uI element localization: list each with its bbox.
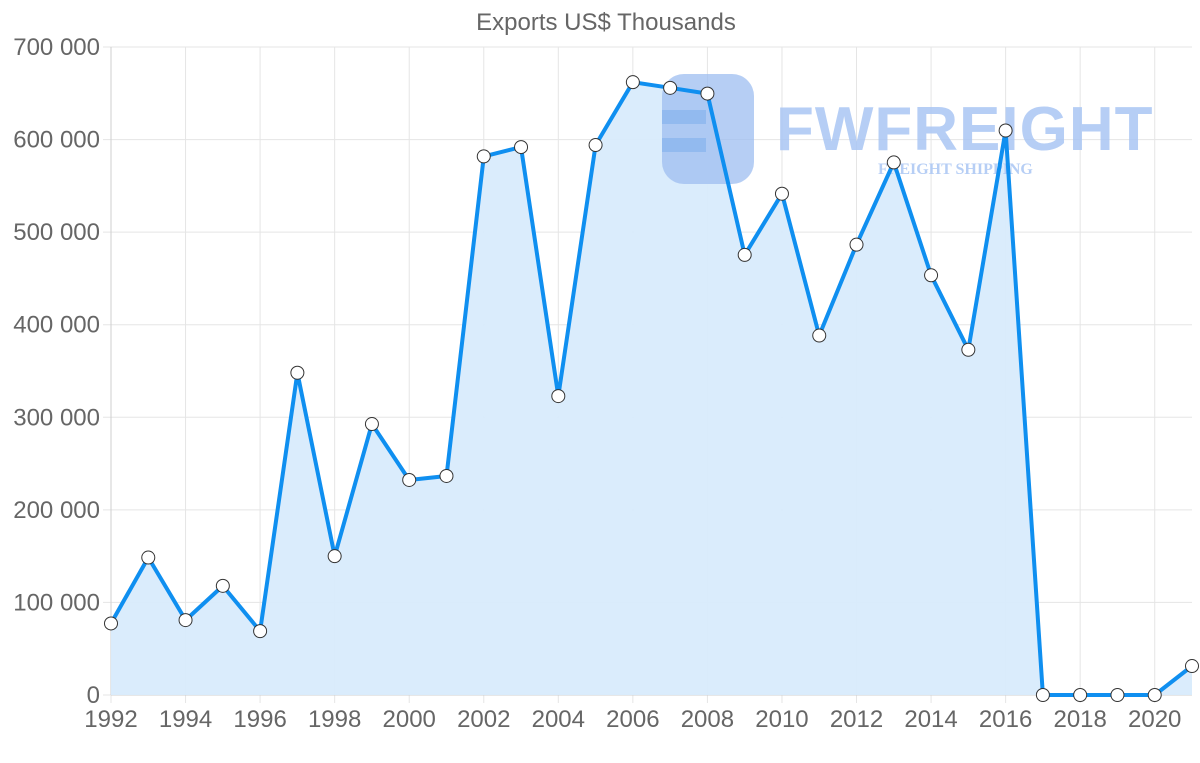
data-point[interactable]: 2010: 541500 [774, 186, 789, 201]
y-tick-label: 100 000 [13, 589, 100, 616]
data-point[interactable]: 2020: 0 [1147, 688, 1162, 702]
x-tick-label: 2020 [1128, 706, 1181, 733]
y-tick-label: 500 000 [13, 219, 100, 246]
y-tick-label: 600 000 [13, 127, 100, 154]
data-point[interactable]: 2018: 0 [1073, 688, 1088, 702]
x-tick-label: 1994 [159, 706, 212, 733]
x-tick-label: 2018 [1053, 706, 1106, 733]
chart-title: Exports US$ Thousands [476, 9, 736, 36]
data-point[interactable]: 2005: 594100 [588, 138, 603, 153]
x-tick-label: 2016 [979, 706, 1032, 733]
data-point[interactable]: 2004: 322900 [551, 389, 566, 404]
data-point[interactable]: 1997: 348100 [290, 365, 305, 380]
y-axis-ticks: 0 100 000 200 000 300 000 400 000 500 000 600 … [13, 34, 100, 709]
data-point[interactable]: 1999: 292700 [364, 417, 379, 432]
data-line [109, 80, 1194, 697]
data-point[interactable]: 2013: 575300 [886, 155, 901, 170]
data-point[interactable]: 1995: 117900 [215, 578, 230, 593]
watermark-brand: FWFREIGHT [776, 95, 1154, 164]
y-tick-label: 400 000 [13, 312, 100, 339]
data-point[interactable]: 2012: 486500 [849, 237, 864, 252]
y-tick-label: 0 [87, 682, 100, 709]
x-tick-label: 1996 [233, 706, 286, 733]
data-point[interactable]: 1992: 77300 [104, 616, 118, 631]
data-point[interactable]: 1994: 80900 [178, 613, 193, 628]
watermark-logo-icon [662, 74, 754, 184]
data-point[interactable]: 2017: 0 [1035, 688, 1050, 702]
data-point[interactable]: 2008: 649700 [700, 86, 715, 101]
x-tick-label: 2006 [606, 706, 659, 733]
data-point[interactable]: 1998: 150000 [327, 549, 342, 564]
x-tick-label: 2014 [904, 706, 957, 733]
x-tick-label: 1992 [84, 706, 137, 733]
x-axis-ticks: 1992 1994 1996 1998 2000 2002 2004 2006 2008 2010… [84, 706, 1181, 733]
data-point[interactable]: 2014: 453400 [924, 268, 939, 283]
x-tick-label: 2002 [457, 706, 510, 733]
x-tick-label: 2000 [383, 706, 436, 733]
area-fill [111, 82, 1192, 695]
x-tick-label: 2010 [755, 706, 808, 733]
data-point[interactable]: 1993: 148500 [141, 550, 156, 565]
area-path [111, 82, 1192, 695]
x-tick-label: 2004 [532, 706, 585, 733]
y-tick-label: 300 000 [13, 404, 100, 431]
x-tick-label: 2008 [681, 706, 734, 733]
data-point[interactable]: 2016: 609800 [998, 123, 1013, 138]
data-point[interactable]: 2011: 388300 [812, 328, 827, 343]
data-point[interactable]: 2006: 662000 [625, 75, 640, 90]
x-tick-label: 2012 [830, 706, 883, 733]
line-path [109, 80, 1194, 697]
data-point[interactable]: 2001: 236600 [439, 468, 454, 483]
y-tick-label: 700 000 [13, 34, 100, 61]
data-point[interactable]: 2003: 591900 [514, 140, 529, 155]
data-point[interactable]: 2019: 0 [1110, 688, 1125, 702]
watermark: FWFREIGHT FREIGHT SHIPPING [662, 74, 1154, 184]
data-point[interactable]: 2000: 232300 [402, 472, 417, 487]
watermark-tagline: FREIGHT SHIPPING [878, 161, 1033, 178]
x-tick-label: 1998 [308, 706, 361, 733]
data-point[interactable]: 2021: 31300 [1185, 659, 1199, 674]
data-point[interactable]: 1996: 69000 [253, 624, 268, 639]
y-tick-label: 200 000 [13, 497, 100, 524]
data-point[interactable]: 2009: 475400 [737, 247, 752, 262]
data-point[interactable]: 2002: 581800 [476, 149, 491, 164]
data-points: 1992: 77300 1993: 148500 1994: 80900 1995: … [104, 75, 1199, 702]
data-point[interactable]: 2015: 372900 [961, 342, 976, 357]
data-point[interactable]: 2007: 655900 [663, 80, 678, 95]
